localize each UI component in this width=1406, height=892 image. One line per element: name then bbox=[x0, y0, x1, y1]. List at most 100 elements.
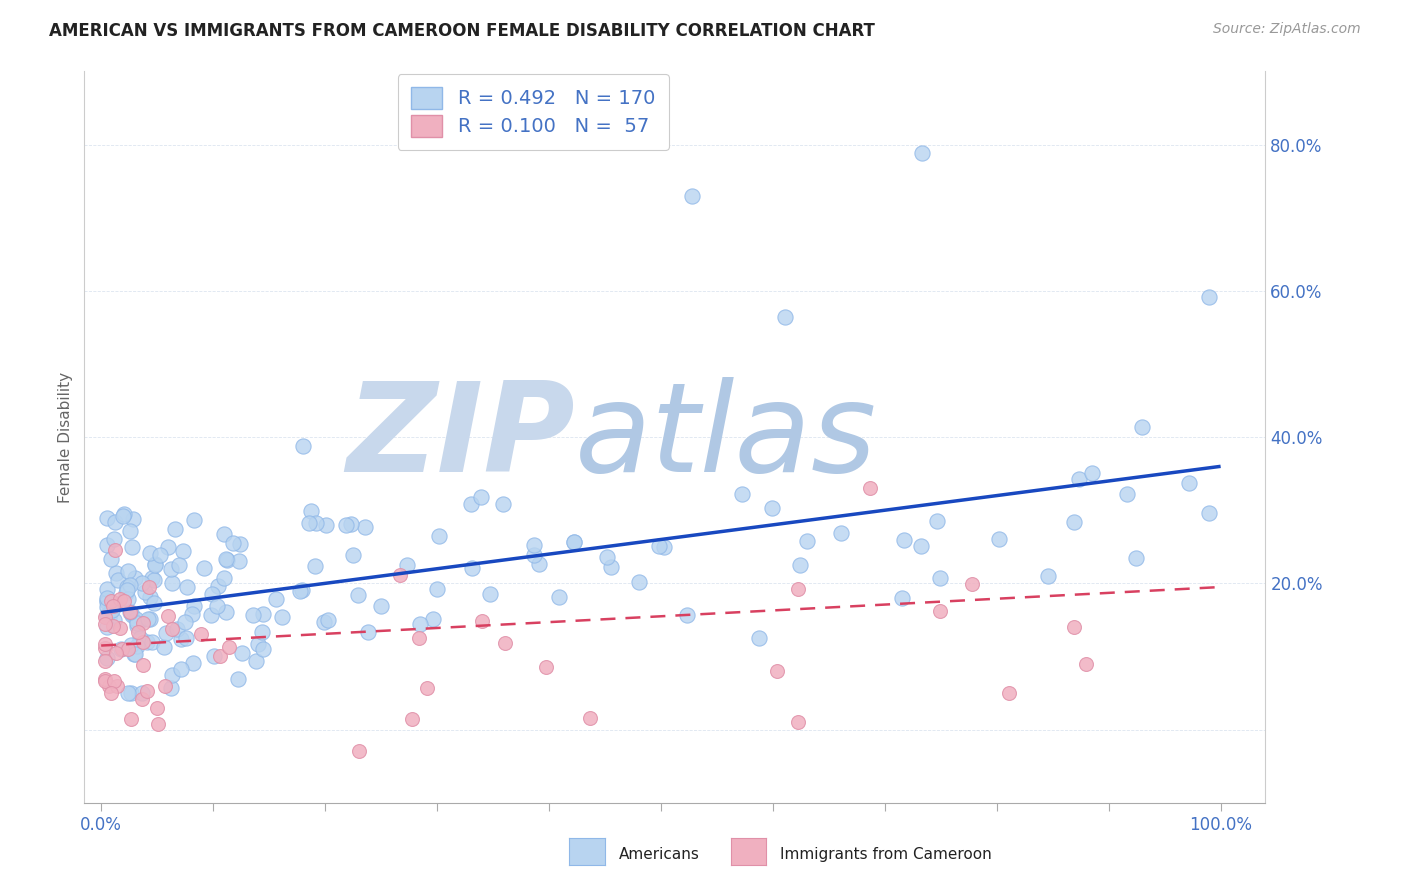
Point bbox=[1067, 472, 1090, 486]
Point bbox=[118, 605, 141, 619]
Point bbox=[347, 588, 370, 602]
Point bbox=[103, 532, 125, 546]
Point bbox=[527, 558, 550, 572]
Point bbox=[163, 522, 186, 536]
Point bbox=[111, 642, 134, 657]
Point bbox=[1036, 568, 1059, 582]
Point bbox=[492, 497, 515, 511]
Point bbox=[910, 539, 932, 553]
Point bbox=[136, 611, 159, 625]
Point bbox=[347, 744, 370, 758]
Point bbox=[93, 673, 115, 687]
Point bbox=[174, 631, 197, 645]
Point bbox=[101, 602, 124, 616]
Point bbox=[245, 654, 267, 668]
Point bbox=[93, 674, 115, 689]
Point bbox=[891, 591, 914, 605]
Point bbox=[114, 586, 136, 600]
Point bbox=[129, 631, 152, 645]
Point bbox=[534, 660, 557, 674]
Point bbox=[117, 592, 139, 607]
Point bbox=[138, 580, 160, 594]
Point bbox=[155, 626, 177, 640]
Point bbox=[145, 701, 167, 715]
Point bbox=[242, 608, 264, 623]
Point bbox=[134, 585, 156, 599]
Point bbox=[112, 594, 135, 608]
Point bbox=[335, 518, 357, 533]
Point bbox=[928, 572, 950, 586]
Point bbox=[136, 635, 159, 649]
Point bbox=[415, 681, 437, 695]
Point bbox=[160, 576, 183, 591]
Text: Source: ZipAtlas.com: Source: ZipAtlas.com bbox=[1213, 22, 1361, 37]
Point bbox=[316, 613, 339, 627]
Point bbox=[786, 714, 808, 729]
Point bbox=[136, 684, 159, 698]
Point bbox=[408, 631, 430, 645]
Point bbox=[121, 607, 143, 622]
Point bbox=[548, 590, 571, 604]
Point bbox=[131, 692, 153, 706]
Point bbox=[1063, 620, 1085, 634]
Point bbox=[395, 558, 418, 572]
Point bbox=[422, 612, 444, 626]
Point bbox=[96, 595, 118, 609]
Point bbox=[562, 535, 585, 549]
Point bbox=[731, 487, 754, 501]
Point bbox=[96, 620, 118, 634]
Point bbox=[596, 549, 619, 564]
Point bbox=[298, 516, 321, 531]
Point bbox=[100, 552, 122, 566]
Point bbox=[212, 527, 235, 541]
Point bbox=[117, 580, 139, 594]
Point bbox=[264, 591, 287, 606]
Text: Americans: Americans bbox=[619, 847, 700, 862]
Point bbox=[143, 596, 166, 610]
Point bbox=[342, 548, 364, 562]
Point bbox=[103, 613, 125, 627]
Point bbox=[170, 632, 193, 646]
Point bbox=[370, 599, 392, 613]
Point bbox=[925, 514, 948, 528]
Point bbox=[960, 577, 983, 591]
Point bbox=[139, 546, 162, 560]
Point bbox=[100, 603, 122, 617]
Point bbox=[218, 640, 240, 654]
Point bbox=[1130, 420, 1153, 434]
Point bbox=[127, 625, 149, 640]
Point bbox=[141, 634, 163, 648]
Point bbox=[93, 640, 115, 655]
Point bbox=[340, 516, 363, 531]
Point bbox=[174, 615, 197, 630]
Point bbox=[997, 686, 1019, 700]
Point bbox=[461, 561, 484, 575]
Point bbox=[748, 631, 770, 645]
Point bbox=[103, 619, 125, 633]
Point bbox=[124, 647, 146, 661]
Point bbox=[215, 605, 238, 619]
Point bbox=[246, 637, 269, 651]
Point bbox=[1115, 487, 1137, 501]
Text: Immigrants from Cameroon: Immigrants from Cameroon bbox=[780, 847, 993, 862]
Point bbox=[93, 654, 115, 668]
Point bbox=[252, 607, 274, 622]
Point bbox=[121, 512, 143, 526]
Point bbox=[1081, 466, 1104, 480]
Point bbox=[226, 672, 249, 686]
Point bbox=[353, 520, 375, 534]
Point bbox=[124, 647, 146, 661]
Point bbox=[98, 609, 121, 624]
Point bbox=[315, 517, 337, 532]
Point bbox=[117, 642, 139, 657]
Point bbox=[271, 610, 294, 624]
Point bbox=[124, 612, 146, 626]
Point bbox=[104, 542, 127, 557]
Text: atlas: atlas bbox=[575, 376, 876, 498]
Point bbox=[681, 189, 703, 203]
Point bbox=[207, 579, 229, 593]
Point bbox=[93, 637, 115, 651]
Point bbox=[100, 686, 122, 700]
Point bbox=[160, 562, 183, 576]
Point bbox=[104, 647, 127, 661]
